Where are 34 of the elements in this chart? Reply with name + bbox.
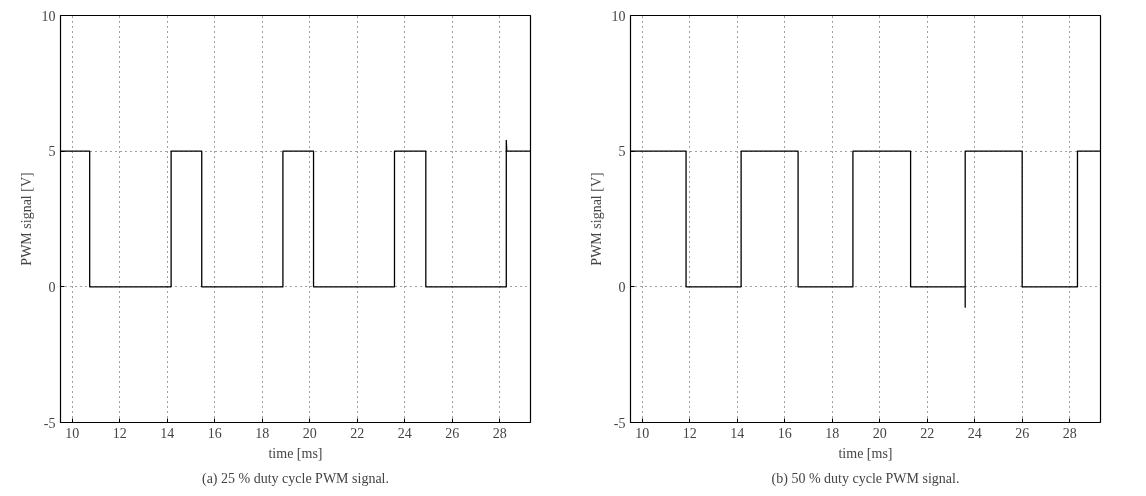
x-tick-label: 24 bbox=[397, 425, 412, 441]
x-axis-title: time [ms] bbox=[268, 445, 323, 461]
x-tick-label: 20 bbox=[302, 425, 317, 441]
x-tick-label: 12 bbox=[112, 425, 127, 441]
y-tick-label: -5 bbox=[43, 415, 56, 431]
y-axis-title: PWM signal [V] bbox=[18, 172, 34, 266]
y-tick-label: 0 bbox=[48, 279, 56, 295]
x-tick-label: 28 bbox=[1062, 425, 1077, 441]
x-tick-label: 24 bbox=[967, 425, 982, 441]
x-tick-label: 20 bbox=[872, 425, 887, 441]
x-axis-title: time [ms] bbox=[838, 445, 893, 461]
x-tick-label: 18 bbox=[255, 425, 270, 441]
x-tick-label: 10 bbox=[65, 425, 80, 441]
text: (b) 50 % duty cycle PWM signal. bbox=[771, 470, 960, 487]
x-tick-label: 16 bbox=[777, 425, 792, 441]
y-axis-title: PWM signal [V] bbox=[588, 172, 604, 266]
x-tick-label: 12 bbox=[682, 425, 697, 441]
text: (a) 25 % duty cycle PWM signal. bbox=[201, 470, 390, 487]
y-tick-label: 10 bbox=[611, 8, 626, 24]
x-tick-label: 26 bbox=[1015, 425, 1030, 441]
x-tick-label: 26 bbox=[445, 425, 460, 441]
y-tick-label: 5 bbox=[618, 144, 626, 160]
y-tick-label: 5 bbox=[48, 144, 56, 160]
x-tick-label: 14 bbox=[730, 425, 745, 441]
x-tick-label: 16 bbox=[207, 425, 222, 441]
x-tick-label: 22 bbox=[920, 425, 935, 441]
x-tick-label: 10 bbox=[635, 425, 650, 441]
x-tick-label: 14 bbox=[160, 425, 175, 441]
y-tick-label: 0 bbox=[618, 279, 626, 295]
x-tick-label: 28 bbox=[492, 425, 507, 441]
x-tick-label: 22 bbox=[350, 425, 365, 441]
y-tick-label: -5 bbox=[613, 415, 626, 431]
x-tick-label: 18 bbox=[825, 425, 840, 441]
y-tick-label: 10 bbox=[41, 8, 56, 24]
